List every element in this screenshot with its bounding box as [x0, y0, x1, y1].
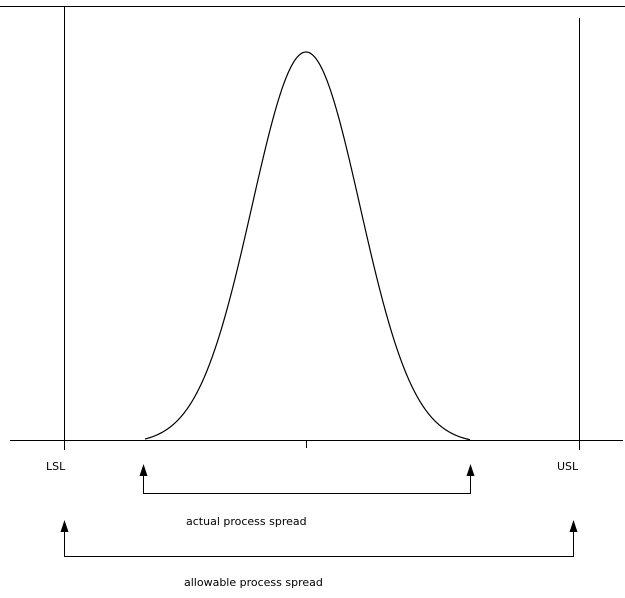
- allowable-spread-right-arrowhead: [569, 520, 578, 532]
- lsl-label: LSL: [46, 460, 66, 473]
- allowable-spread-left-arrowhead: [60, 520, 69, 532]
- usl-label: USL: [557, 460, 579, 473]
- allowable-spread-label: allowable process spread: [184, 576, 323, 589]
- actual-spread-label: actual process spread: [186, 515, 307, 528]
- normal-distribution-curve: [144, 51, 471, 441]
- actual-spread-right-arrowhead: [466, 464, 475, 476]
- actual-spread-left-arrowhead: [139, 464, 148, 476]
- allowable-spread-bracket: [60, 520, 578, 557]
- actual-spread-bracket: [139, 464, 475, 494]
